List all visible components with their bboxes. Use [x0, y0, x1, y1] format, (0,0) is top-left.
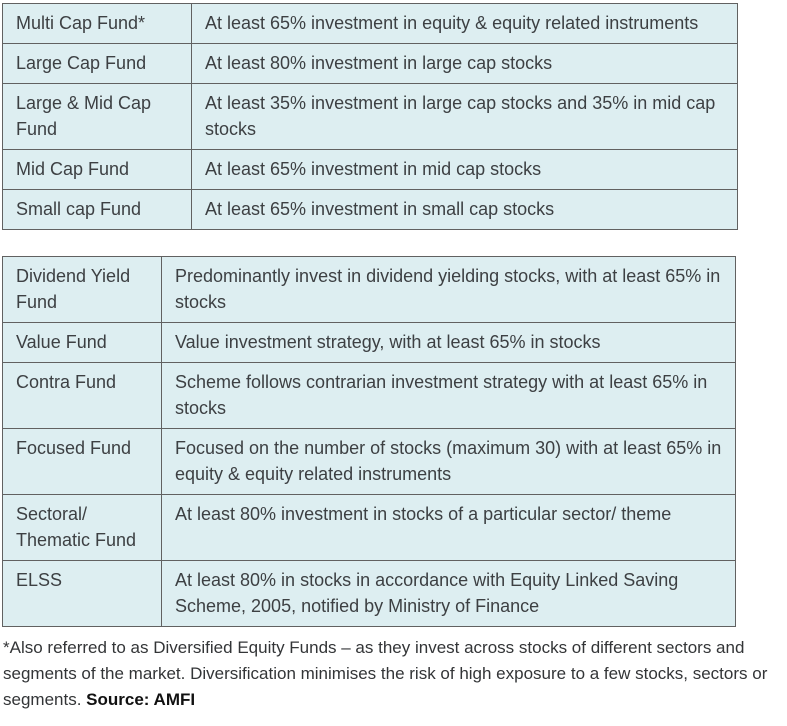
table-row: Dividend Yield Fund Predominantly invest … [2, 256, 736, 323]
fund-category-cell: ELSS [2, 560, 162, 627]
fund-description-cell: At least 80% investment in large cap sto… [191, 43, 738, 84]
fund-description-cell: At least 35% investment in large cap sto… [191, 83, 738, 150]
fund-description-cell: At least 65% investment in equity & equi… [191, 3, 738, 44]
fund-description-cell: Value investment strategy, with at least… [161, 322, 736, 363]
table-row: Sectoral/ Thematic Fund At least 80% inve… [2, 494, 736, 561]
table-row: Large Cap Fund At least 80% investment in… [2, 43, 738, 84]
fund-table-strategy: Dividend Yield Fund Predominantly invest … [2, 256, 736, 627]
fund-category-cell: Large & Mid Cap Fund [2, 83, 192, 150]
table-row: Multi Cap Fund* At least 65% investment i… [2, 3, 738, 44]
fund-category-cell: Dividend Yield Fund [2, 256, 162, 323]
fund-category-cell: Contra Fund [2, 362, 162, 429]
table-row: Value Fund Value investment strategy, wit… [2, 322, 736, 363]
fund-description-cell: At least 65% investment in small cap sto… [191, 189, 738, 230]
footnote: *Also referred to as Diversified Equity … [3, 635, 787, 713]
fund-category-cell: Focused Fund [2, 428, 162, 495]
footnote-text: *Also referred to as Diversified Equity … [3, 638, 768, 709]
source-label: Source: AMFI [86, 690, 196, 709]
fund-table-market-cap: Multi Cap Fund* At least 65% investment i… [2, 3, 738, 230]
table-row: ELSS At least 80% in stocks in accordance… [2, 560, 736, 627]
table-row: Mid Cap Fund At least 65% investment in m… [2, 149, 738, 190]
fund-category-cell: Small cap Fund [2, 189, 192, 230]
fund-description-cell: Predominantly invest in dividend yieldin… [161, 256, 736, 323]
fund-category-cell: Large Cap Fund [2, 43, 192, 84]
fund-category-cell: Sectoral/ Thematic Fund [2, 494, 162, 561]
table-row: Large & Mid Cap Fund At least 35% investm… [2, 83, 738, 150]
fund-category-cell: Mid Cap Fund [2, 149, 192, 190]
fund-description-cell: At least 80% in stocks in accordance wit… [161, 560, 736, 627]
fund-description-cell: Focused on the number of stocks (maximum… [161, 428, 736, 495]
table-row: Small cap Fund At least 65% investment in… [2, 189, 738, 230]
fund-category-cell: Multi Cap Fund* [2, 3, 192, 44]
fund-description-cell: At least 65% investment in mid cap stock… [191, 149, 738, 190]
fund-category-cell: Value Fund [2, 322, 162, 363]
fund-description-cell: At least 80% investment in stocks of a p… [161, 494, 736, 561]
fund-description-cell: Scheme follows contrarian investment str… [161, 362, 736, 429]
table-row: Contra Fund Scheme follows contrarian inv… [2, 362, 736, 429]
table-row: Focused Fund Focused on the number of sto… [2, 428, 736, 495]
